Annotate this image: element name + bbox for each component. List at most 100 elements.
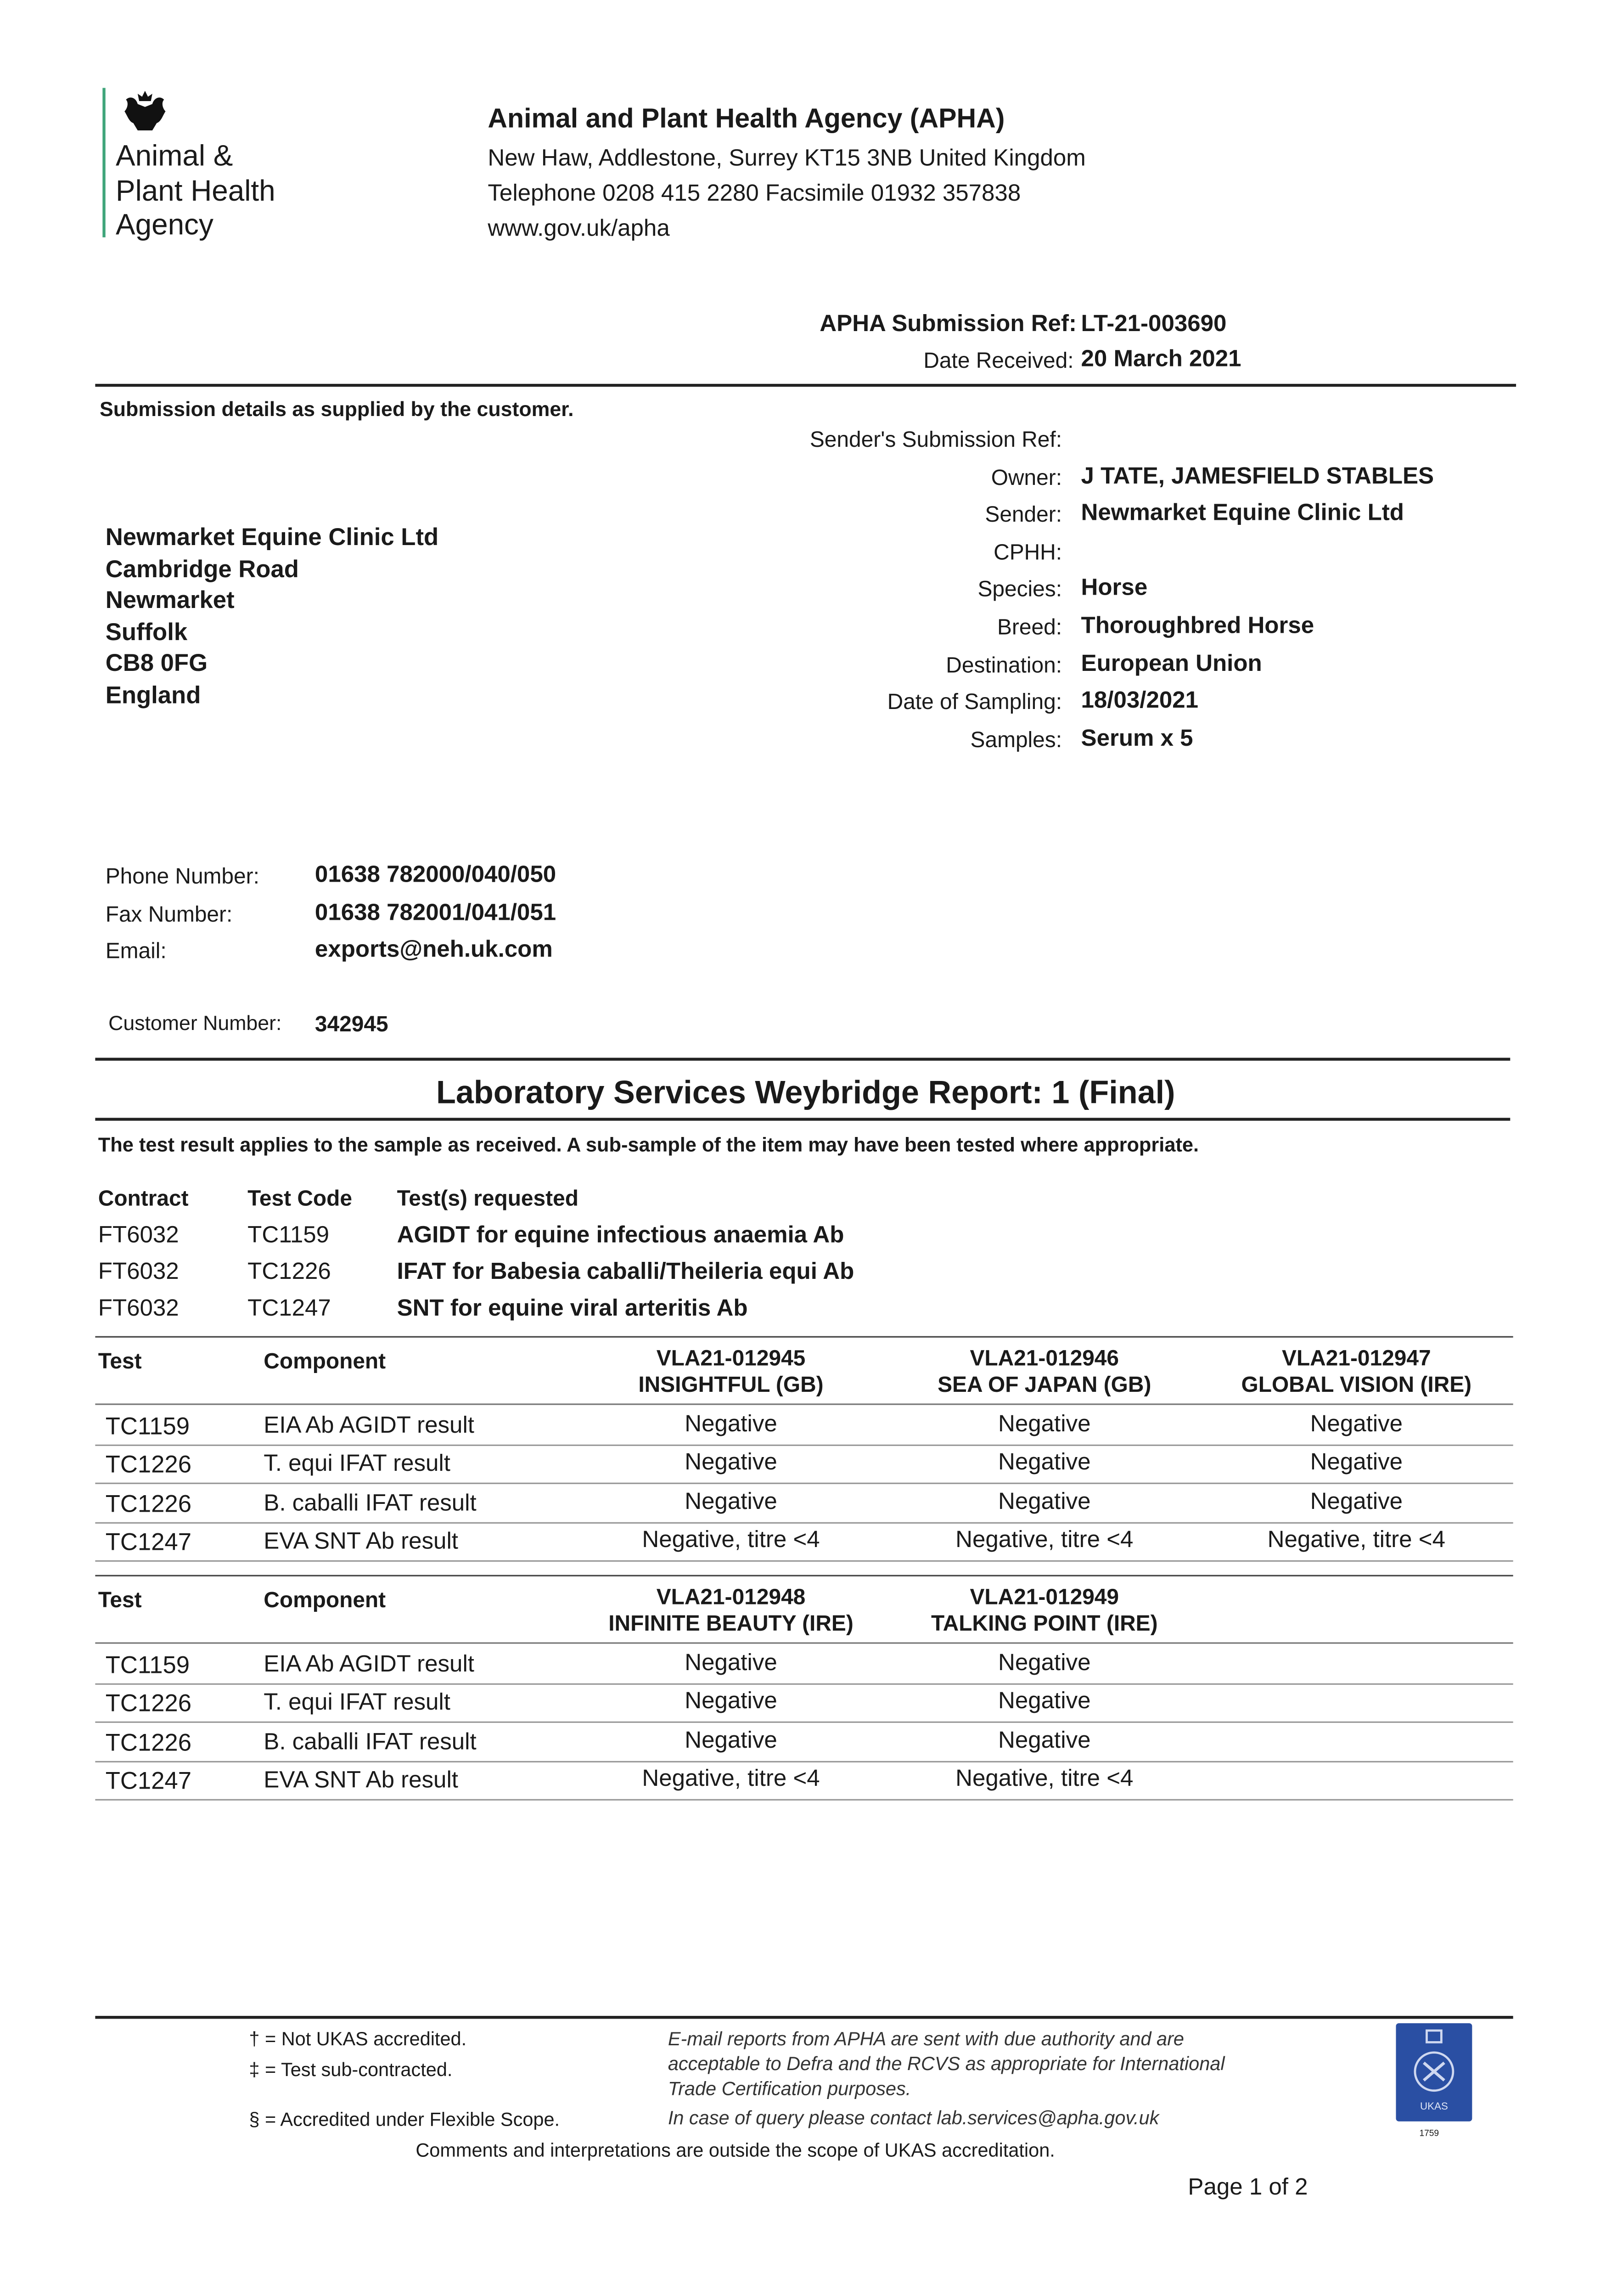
sample-name: INFINITE BEAUTY (IRE) — [608, 1611, 854, 1637]
contact-value: exports@neh.uk.com — [314, 937, 553, 963]
agency-name: Animal and Plant Health Agency (APHA) — [488, 102, 1005, 134]
contracts-cell: FT6032 — [98, 1296, 179, 1322]
result-test: TC1226 — [105, 1729, 191, 1756]
address-line: Suffolk — [105, 619, 188, 646]
divider — [95, 1118, 1511, 1121]
agency-phone: Telephone 0208 415 2280 Facsimile 01932 … — [488, 181, 1021, 207]
row-divider — [95, 1760, 1513, 1762]
result-value: Negative, titre <4 — [1267, 1528, 1445, 1553]
contracts-cell: SNT for equine viral arteritis Ab — [397, 1296, 748, 1322]
result-value: Negative — [685, 1412, 777, 1437]
customer-number: 342945 — [314, 1012, 388, 1037]
royal-crest-icon — [124, 90, 166, 130]
result-test: TC1159 — [105, 1652, 190, 1679]
sample-name: INSIGHTFUL (GB) — [638, 1373, 824, 1398]
result-value: Negative — [685, 1728, 777, 1753]
result-value: Negative — [998, 1651, 1091, 1676]
contact-label: Email: — [105, 939, 167, 964]
contact-value: 01638 782001/041/051 — [314, 900, 556, 925]
ukas-text: UKAS — [1420, 2102, 1448, 2113]
field-label: Breed: — [997, 615, 1062, 641]
sample-name: TALKING POINT (IRE) — [931, 1611, 1158, 1637]
field-label: CPHH: — [994, 540, 1062, 565]
table-divider — [95, 1642, 1513, 1644]
ukas-logo: UKAS — [1396, 2023, 1472, 2122]
contracts-cell: TC1247 — [247, 1296, 331, 1322]
ukas-number: 1759 — [1419, 2130, 1439, 2139]
logo-text: Animal & Plant Health Agency — [116, 141, 275, 242]
result-component: EIA Ab AGIDT result — [264, 1413, 474, 1439]
result-value: Negative — [1310, 1412, 1403, 1437]
field-value: Thoroughbred Horse — [1081, 613, 1314, 639]
ukas-crown-icon — [1414, 2029, 1455, 2092]
row-divider — [95, 1722, 1513, 1723]
result-test: TC1247 — [105, 1768, 191, 1795]
contracts-cell: FT6032 — [98, 1260, 179, 1285]
address-line: Newmarket Equine Clinic Ltd — [105, 524, 439, 551]
email-note: E-mail reports from APHA are sent with d… — [668, 2027, 1225, 2099]
footnote-flexible-scope: § = Accredited under Flexible Scope. — [249, 2108, 560, 2130]
sample-name: SEA OF JAPAN (GB) — [938, 1373, 1151, 1398]
sample-id: VLA21-012945 — [656, 1346, 806, 1372]
result-value: Negative — [998, 1728, 1091, 1753]
address-line: Newmarket — [105, 587, 235, 614]
agency-address: New Haw, Addlestone, Surrey KT15 3NB Uni… — [488, 146, 1086, 172]
report-note: The test result applies to the sample as… — [98, 1134, 1199, 1156]
logo-accent-bar — [102, 88, 106, 237]
result-value: Negative — [1310, 1489, 1403, 1514]
query-note: In case of query please contact lab.serv… — [668, 2106, 1159, 2129]
details-heading: Submission details as supplied by the cu… — [99, 397, 574, 421]
result-value: Negative, titre <4 — [642, 1767, 820, 1792]
contracts-cell: AGIDT for equine infectious anaemia Ab — [397, 1223, 844, 1249]
field-value: J TATE, JAMESFIELD STABLES — [1081, 464, 1434, 489]
row-divider — [95, 1521, 1513, 1523]
table-divider — [95, 1336, 1513, 1338]
table-header-component: Component — [264, 1588, 386, 1613]
result-value: Negative — [685, 1651, 777, 1676]
field-value: Serum x 5 — [1081, 726, 1193, 752]
address-line: England — [105, 682, 201, 709]
result-component: EVA SNT Ab result — [264, 1529, 458, 1554]
agency-website: www.gov.uk/apha — [488, 217, 670, 242]
row-divider — [95, 1444, 1513, 1446]
report-title: Laboratory Services Weybridge Report: 1 … — [436, 1074, 1175, 1111]
sample-id: VLA21-012949 — [970, 1585, 1119, 1610]
result-value: Negative — [998, 1412, 1091, 1437]
result-value: Negative — [998, 1451, 1091, 1476]
contracts-cell: FT6032 — [98, 1223, 179, 1249]
field-label: Date of Sampling: — [887, 690, 1062, 715]
table-header-test: Test — [98, 1588, 142, 1613]
row-divider — [95, 1683, 1513, 1685]
contracts-header: Contract — [98, 1187, 189, 1212]
result-component: EIA Ab AGIDT result — [264, 1652, 474, 1678]
field-value: 18/03/2021 — [1081, 689, 1198, 714]
address-line: CB8 0FG — [105, 650, 208, 677]
result-value: Negative — [1310, 1451, 1403, 1476]
divider — [95, 383, 1516, 387]
footnote-subcontracted: ‡ = Test sub-contracted. — [249, 2058, 453, 2081]
field-label: Sender's Submission Ref: — [809, 428, 1062, 453]
result-value: Negative — [685, 1689, 777, 1715]
result-test: TC1247 — [105, 1529, 191, 1556]
contracts-header: Test(s) requested — [397, 1187, 578, 1212]
result-value: Negative — [685, 1451, 777, 1476]
table-divider — [95, 1575, 1513, 1576]
result-component: EVA SNT Ab result — [264, 1768, 458, 1793]
result-value: Negative — [998, 1689, 1091, 1715]
customer-address: Newmarket Equine Clinic Ltd Cambridge Roa… — [106, 523, 438, 712]
result-value: Negative, titre <4 — [955, 1767, 1134, 1792]
sample-id: VLA21-012948 — [656, 1585, 806, 1610]
footer-divider — [95, 2015, 1513, 2019]
result-test: TC1226 — [105, 1452, 191, 1479]
field-label: Destination: — [946, 653, 1062, 678]
result-component: T. equi IFAT result — [264, 1691, 450, 1716]
contracts-cell: IFAT for Babesia caballi/Theileria equi … — [397, 1260, 854, 1285]
footnote-not-accredited: † = Not UKAS accredited. — [249, 2027, 467, 2050]
result-value: Negative — [685, 1489, 777, 1514]
result-component: B. caballi IFAT result — [264, 1491, 477, 1516]
submission-ref: LT-21-003690 — [1081, 312, 1227, 337]
result-component: B. caballi IFAT result — [264, 1729, 477, 1755]
sample-id: VLA21-012947 — [1282, 1346, 1431, 1372]
sample-name: GLOBAL VISION (IRE) — [1241, 1373, 1472, 1398]
